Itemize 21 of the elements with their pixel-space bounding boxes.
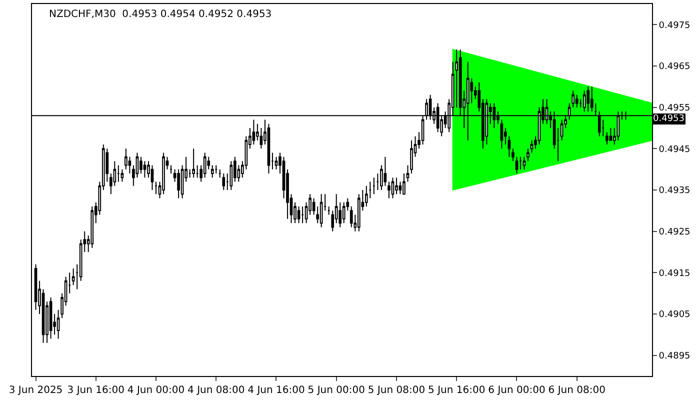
y-tick-label: 0.4945	[658, 144, 690, 155]
y-tick-label: 0.4915	[658, 268, 690, 279]
x-tick-label: 5 Jun 16:00	[428, 385, 486, 396]
y-tick-label: 0.4895	[658, 351, 690, 362]
y-tick-label: 0.4955	[658, 103, 690, 114]
y-tick-label: 0.4905	[658, 310, 690, 320]
y-tick-label: 0.4935	[658, 186, 690, 196]
x-tick-label: 5 Jun 08:00	[368, 385, 426, 396]
x-tick-label: 3 Jun 16:00	[67, 385, 124, 396]
x-tick-label: 6 Jun 00:00	[488, 385, 546, 396]
x-tick-label: 5 Jun 00:00	[308, 385, 365, 396]
x-tick-label: 4 Jun 08:00	[188, 385, 245, 396]
x-tick-label: 4 Jun 00:00	[127, 385, 185, 396]
ref-line-label: 0.4953	[653, 114, 684, 124]
y-tick-label: 0.4975	[658, 20, 690, 31]
x-tick-label: 4 Jun 16:00	[248, 385, 305, 396]
x-tick-label: 3 Jun 2025	[8, 385, 63, 396]
text: NZDCHF,M30 0.4953 0.4954 0.4952 0.4953	[49, 9, 272, 20]
y-tick-label: 0.4925	[658, 227, 690, 238]
x-tick-label: 6 Jun 08:00	[548, 385, 606, 396]
y-tick-label: 0.4965	[658, 62, 690, 72]
